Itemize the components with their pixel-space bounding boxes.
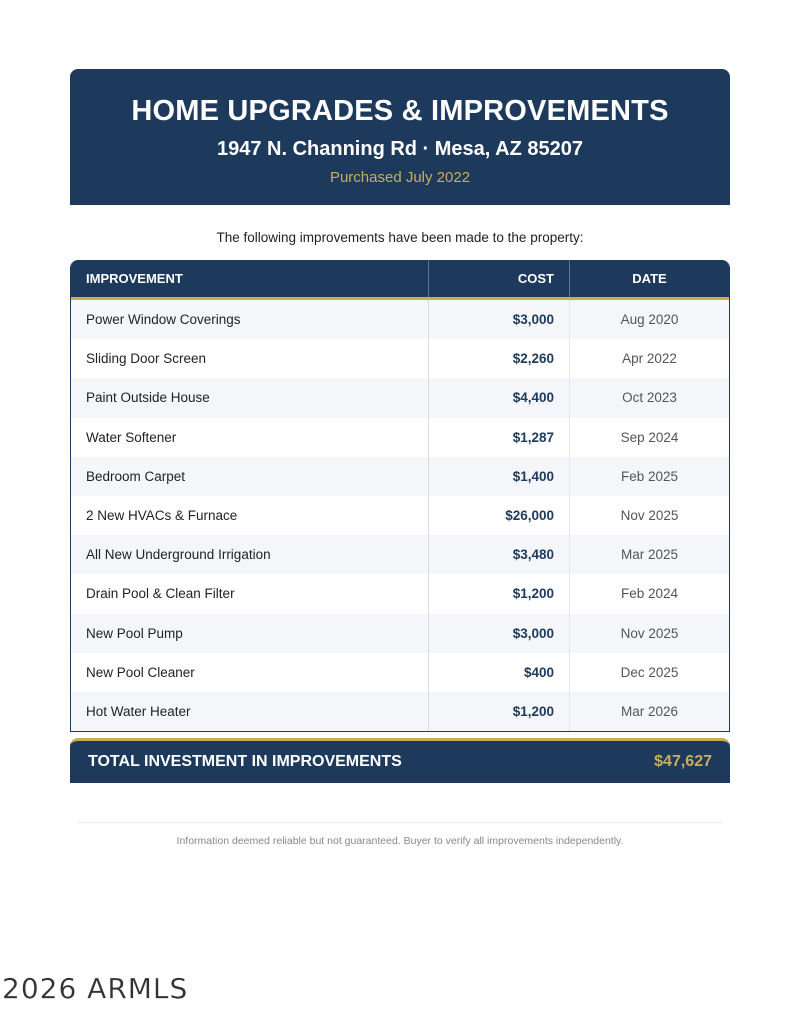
cost-cell: $4,400	[428, 378, 569, 418]
improvement-cell: Paint Outside House	[86, 390, 210, 406]
date-cell: Nov 2025	[569, 495, 729, 536]
table-row: Bedroom Carpet $1,400 Feb 2025	[71, 456, 729, 496]
cost-cell: $26,000	[428, 495, 569, 536]
table-row: All New Underground Irrigation $3,480 Mar …	[71, 535, 729, 575]
date-cell: Oct 2023	[569, 378, 729, 418]
date-cell: Feb 2025	[569, 456, 729, 496]
page-title: HOME UPGRADES & IMPROVEMENTS	[131, 95, 669, 127]
improvement-cell: Sliding Door Screen	[86, 351, 207, 367]
improvement-cell: Power Window Coverings	[86, 312, 241, 328]
cost-cell: $2,260	[428, 339, 569, 379]
cost-cell: $1,287	[428, 417, 569, 457]
table-row: Water Softener $1,287 Sep 2024	[71, 417, 729, 457]
improvement-cell: New Pool Cleaner	[86, 664, 195, 680]
table-row: Power Window Coverings $3,000 Aug 2020	[71, 300, 729, 340]
date-cell: Dec 2025	[569, 652, 729, 692]
column-header-improvement: IMPROVEMENT	[86, 271, 183, 286]
date-cell: Aug 2020	[569, 300, 729, 340]
cost-cell: $1,200	[428, 574, 569, 614]
date-cell: Apr 2022	[569, 339, 729, 379]
table-row: New Pool Cleaner $400 Dec 2025	[71, 652, 729, 692]
cost-cell: $1,400	[428, 456, 569, 496]
purchase-date: Purchased July 2022	[329, 169, 471, 186]
table-header: IMPROVEMENT COST DATE	[71, 260, 729, 300]
date-cell: Nov 2025	[569, 613, 729, 653]
cost-cell: $3,480	[428, 535, 569, 575]
header-banner: HOME UPGRADES & IMPROVEMENTS 1947 N. Cha…	[70, 69, 730, 205]
date-cell: Mar 2026	[569, 691, 729, 732]
property-address: 1947 N. Channing Rd · Mesa, AZ 85207	[216, 138, 584, 160]
table-row: Paint Outside House $4,400 Oct 2023	[71, 378, 729, 418]
improvement-cell: Drain Pool & Clean Filter	[86, 586, 235, 602]
divider	[77, 822, 723, 823]
total-value: $47,627	[654, 753, 712, 770]
table-body: Power Window Coverings $3,000 Aug 2020 Slid…	[71, 300, 729, 732]
cost-cell: $400	[428, 652, 569, 692]
table-row: 2 New HVACs & Furnace $26,000 Nov 2025	[71, 495, 729, 536]
improvement-cell: Hot Water Heater	[86, 703, 191, 719]
total-bar: TOTAL INVESTMENT IN IMPROVEMENTS $47,627	[70, 738, 730, 783]
cost-cell: $3,000	[428, 613, 569, 653]
column-header-date: DATE	[569, 260, 729, 297]
total-label: TOTAL INVESTMENT IN IMPROVEMENTS	[88, 753, 402, 770]
improvement-cell: New Pool Pump	[86, 625, 183, 641]
intro-text: The following improvements have been mad…	[216, 230, 584, 245]
cost-cell: $3,000	[428, 300, 569, 340]
table-row: Sliding Door Screen $2,260 Apr 2022	[71, 339, 729, 379]
table-row: Hot Water Heater $1,200 Mar 2026	[71, 691, 729, 732]
improvement-cell: Bedroom Carpet	[86, 468, 186, 484]
date-cell: Sep 2024	[569, 417, 729, 457]
improvement-cell: 2 New HVACs & Furnace	[86, 508, 238, 524]
date-cell: Feb 2024	[569, 574, 729, 614]
improvements-table: IMPROVEMENT COST DATE Power Window Cover…	[70, 260, 730, 733]
table-row: New Pool Pump $3,000 Nov 2025	[71, 613, 729, 653]
watermark: 2026 ARMLS	[2, 972, 189, 1005]
date-cell: Mar 2025	[569, 535, 729, 575]
column-header-cost: COST	[428, 260, 569, 297]
improvement-cell: Water Softener	[86, 429, 177, 445]
table-row: Drain Pool & Clean Filter $1,200 Feb 2024	[71, 574, 729, 614]
disclaimer: Information deemed reliable but not guar…	[176, 835, 624, 847]
cost-cell: $1,200	[428, 691, 569, 732]
improvement-cell: All New Underground Irrigation	[86, 547, 271, 563]
